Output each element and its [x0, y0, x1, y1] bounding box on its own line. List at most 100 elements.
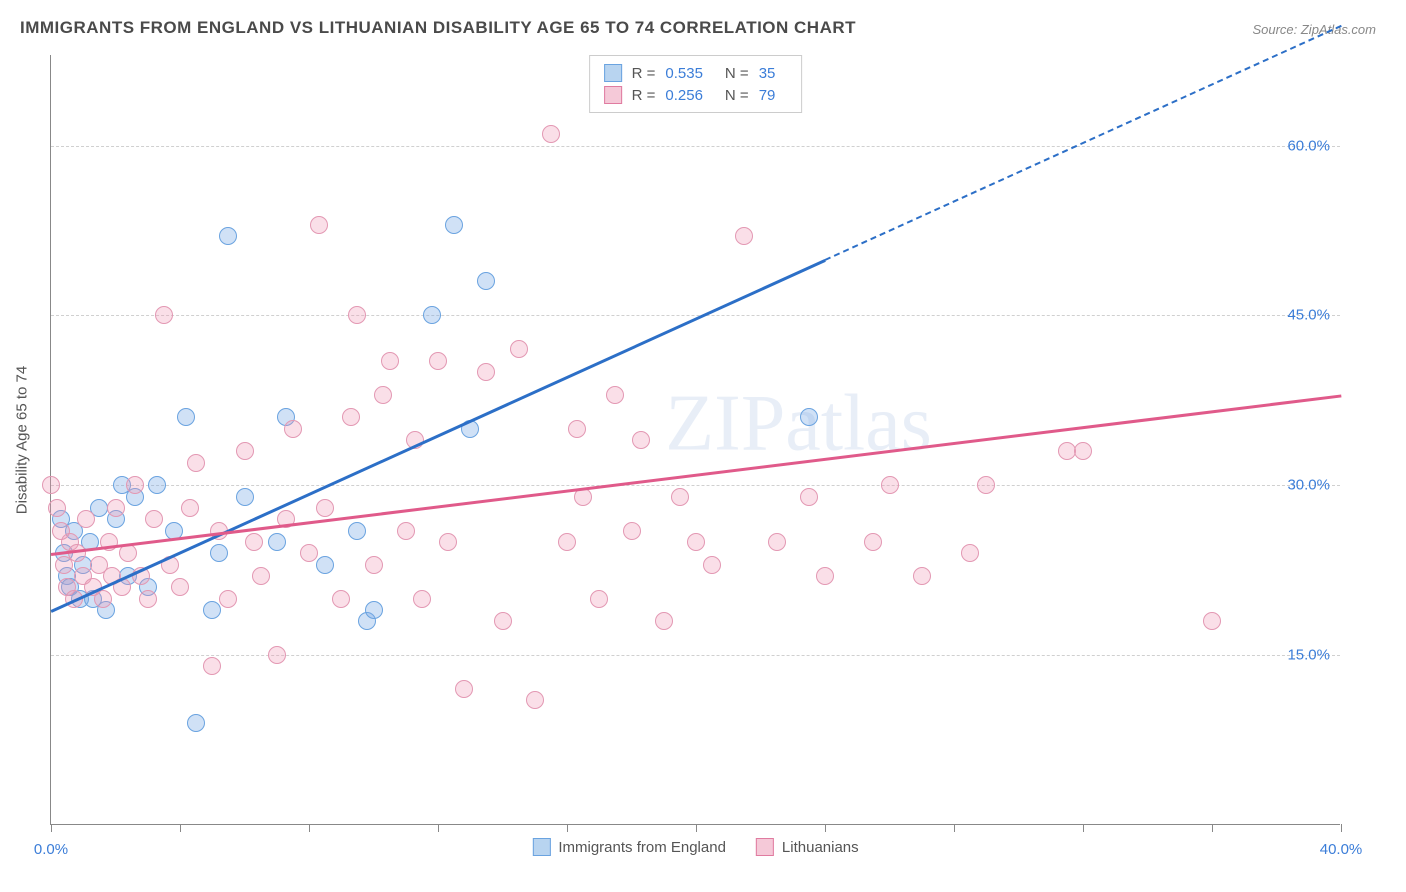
scatter-point: [203, 657, 221, 675]
x-tick-label: 40.0%: [1320, 841, 1363, 858]
scatter-point: [881, 476, 899, 494]
scatter-point: [977, 476, 995, 494]
x-tick: [567, 824, 568, 832]
r-value-lithuanians: 0.256: [665, 87, 703, 104]
scatter-point: [107, 499, 125, 517]
y-tick-label: 30.0%: [1287, 477, 1330, 494]
scatter-point: [177, 408, 195, 426]
legend-swatch: [756, 838, 774, 856]
gridline: [51, 655, 1340, 656]
scatter-point: [526, 691, 544, 709]
y-axis-label: Disability Age 65 to 74: [14, 366, 31, 514]
legend-row-lithuanians: R = 0.256 N = 79: [604, 84, 788, 106]
chart-title: IMMIGRANTS FROM ENGLAND VS LITHUANIAN DI…: [20, 18, 856, 38]
scatter-point: [42, 476, 60, 494]
scatter-point: [365, 601, 383, 619]
scatter-point: [864, 533, 882, 551]
legend-row-england: R = 0.535 N = 35: [604, 62, 788, 84]
watermark: ZIPatlas: [665, 379, 932, 470]
y-tick-label: 15.0%: [1287, 647, 1330, 664]
gridline: [51, 146, 1340, 147]
source-name: ZipAtlas.com: [1301, 22, 1376, 37]
scatter-point: [348, 306, 366, 324]
scatter-point: [94, 590, 112, 608]
r-label: R =: [632, 65, 656, 82]
series-legend: Immigrants from England Lithuanians: [532, 838, 858, 856]
scatter-point: [155, 306, 173, 324]
scatter-point: [623, 522, 641, 540]
y-tick-label: 45.0%: [1287, 307, 1330, 324]
scatter-point: [568, 420, 586, 438]
scatter-point: [800, 408, 818, 426]
scatter-point: [800, 488, 818, 506]
scatter-point: [148, 476, 166, 494]
x-tick: [1341, 824, 1342, 832]
scatter-point: [445, 216, 463, 234]
scatter-point: [1074, 442, 1092, 460]
x-tick: [309, 824, 310, 832]
scatter-point: [590, 590, 608, 608]
scatter-point: [171, 578, 189, 596]
x-tick: [696, 824, 697, 832]
scatter-point: [348, 522, 366, 540]
scatter-point: [316, 556, 334, 574]
correlation-legend: R = 0.535 N = 35 R = 0.256 N = 79: [589, 55, 803, 113]
scatter-point: [252, 567, 270, 585]
x-tick: [825, 824, 826, 832]
scatter-point: [332, 590, 350, 608]
scatter-point: [68, 544, 86, 562]
x-tick: [438, 824, 439, 832]
scatter-point: [671, 488, 689, 506]
legend-swatch-lithuanians: [604, 86, 622, 104]
scatter-point: [236, 442, 254, 460]
scatter-point: [735, 227, 753, 245]
scatter-point: [236, 488, 254, 506]
source-attribution: Source: ZipAtlas.com: [1252, 22, 1376, 37]
scatter-point: [961, 544, 979, 562]
scatter-point: [632, 431, 650, 449]
legend-swatch-england: [604, 64, 622, 82]
scatter-point: [268, 533, 286, 551]
scatter-point: [365, 556, 383, 574]
scatter-point: [181, 499, 199, 517]
scatter-point: [687, 533, 705, 551]
scatter-point: [397, 522, 415, 540]
scatter-point: [268, 646, 286, 664]
x-tick: [180, 824, 181, 832]
source-label: Source:: [1252, 22, 1300, 37]
x-tick: [954, 824, 955, 832]
n-value-lithuanians: 79: [759, 87, 776, 104]
scatter-point: [219, 227, 237, 245]
scatter-point: [477, 363, 495, 381]
trendline: [51, 395, 1341, 556]
scatter-point: [606, 386, 624, 404]
scatter-point: [126, 476, 144, 494]
scatter-point: [455, 680, 473, 698]
n-value-england: 35: [759, 65, 776, 82]
scatter-point: [510, 340, 528, 358]
scatter-point: [210, 544, 228, 562]
scatter-point: [542, 125, 560, 143]
scatter-point: [768, 533, 786, 551]
y-tick-label: 60.0%: [1287, 137, 1330, 154]
scatter-point: [145, 510, 163, 528]
scatter-point: [245, 533, 263, 551]
gridline: [51, 485, 1340, 486]
n-label: N =: [725, 65, 749, 82]
r-label: R =: [632, 87, 656, 104]
scatter-point: [423, 306, 441, 324]
x-tick-label: 0.0%: [34, 841, 68, 858]
scatter-point: [316, 499, 334, 517]
scatter-point: [816, 567, 834, 585]
scatter-point: [219, 590, 237, 608]
scatter-point: [77, 510, 95, 528]
scatter-point: [119, 544, 137, 562]
legend-label: Immigrants from England: [558, 839, 726, 856]
scatter-point: [187, 714, 205, 732]
scatter-point: [342, 408, 360, 426]
scatter-point: [558, 533, 576, 551]
scatter-point: [284, 420, 302, 438]
scatter-point: [1203, 612, 1221, 630]
scatter-point: [48, 499, 66, 517]
legend-item: Lithuanians: [756, 838, 859, 856]
